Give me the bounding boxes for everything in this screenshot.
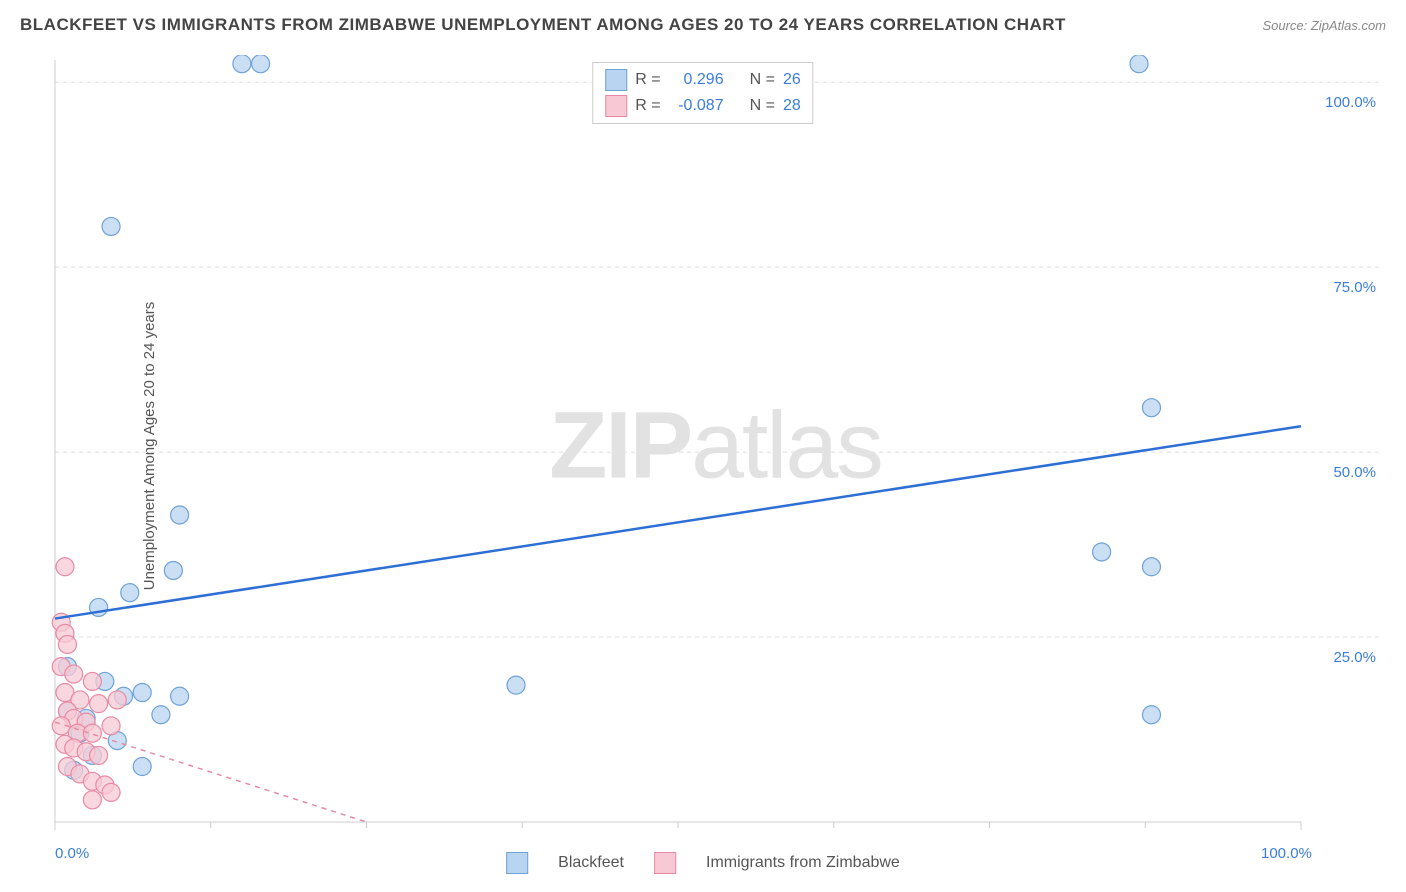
data-point [121, 584, 139, 602]
chart-title: BLACKFEET VS IMMIGRANTS FROM ZIMBABWE UN… [20, 15, 1066, 35]
data-point [252, 55, 270, 73]
data-point [56, 558, 74, 576]
data-point [1130, 55, 1148, 73]
correlation-row-0: R = 0.296 N = 26 [605, 67, 800, 93]
data-point [1142, 399, 1160, 417]
data-point [171, 506, 189, 524]
data-point [58, 635, 76, 653]
data-point [65, 665, 83, 683]
data-point [90, 746, 108, 764]
r-label: R = [635, 71, 660, 89]
data-point [507, 676, 525, 694]
data-point [152, 706, 170, 724]
swatch-icon [605, 95, 627, 117]
r-value-1: -0.087 [669, 97, 724, 115]
correlation-row-1: R = -0.087 N = 28 [605, 93, 800, 119]
y-tick-label: 75.0% [1333, 279, 1376, 296]
legend-label-1: Immigrants from Zimbabwe [706, 854, 900, 872]
data-point [1142, 706, 1160, 724]
data-point [133, 758, 151, 776]
x-tick-label: 100.0% [1261, 845, 1312, 862]
legend-label-0: Blackfeet [558, 854, 624, 872]
data-point [102, 783, 120, 801]
data-point [108, 691, 126, 709]
swatch-icon [506, 852, 528, 874]
data-point [233, 55, 251, 73]
data-point [83, 724, 101, 742]
r-value-0: 0.296 [669, 71, 724, 89]
y-tick-label: 25.0% [1333, 649, 1376, 666]
data-point [90, 695, 108, 713]
n-label: N = [750, 71, 775, 89]
y-tick-label: 50.0% [1333, 464, 1376, 481]
data-point [102, 217, 120, 235]
scatter-plot: 25.0% 50.0% 75.0% 100.0% [50, 55, 1381, 837]
n-value-1: 28 [783, 97, 801, 115]
y-tick-label: 100.0% [1325, 94, 1376, 111]
trend-line [55, 722, 367, 822]
data-point [1093, 543, 1111, 561]
r-label: R = [635, 97, 660, 115]
correlation-legend: R = 0.296 N = 26 R = -0.087 N = 28 [592, 62, 813, 124]
series-legend: Blackfeet Immigrants from Zimbabwe [506, 852, 900, 874]
trend-line [55, 426, 1301, 618]
n-label: N = [750, 97, 775, 115]
swatch-icon [605, 69, 627, 91]
swatch-icon [654, 852, 676, 874]
data-point [83, 791, 101, 809]
x-tick-label: 0.0% [55, 845, 89, 862]
data-point [83, 672, 101, 690]
data-point [171, 687, 189, 705]
data-point [164, 561, 182, 579]
n-value-0: 26 [783, 71, 801, 89]
plot-area: ZIPatlas 25.0%50.0%75.0%100.0% 0.0%100.0… [50, 55, 1381, 837]
data-point [133, 684, 151, 702]
source-label: Source: ZipAtlas.com [1262, 18, 1386, 33]
data-point [102, 717, 120, 735]
data-point [1142, 558, 1160, 576]
